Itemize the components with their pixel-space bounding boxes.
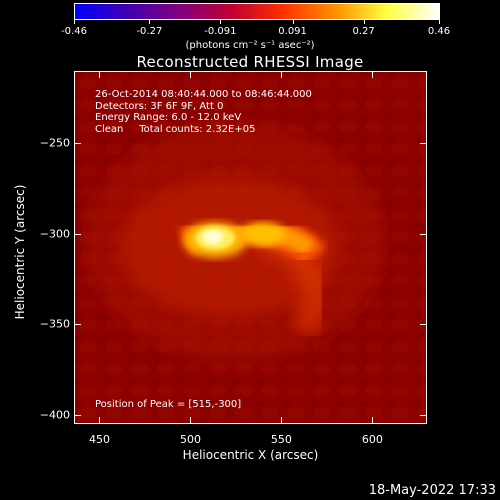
colorbar-tick-label: 0.46 [427,26,451,37]
clean-counts-text: Clean Total counts: 2.32E+05 [95,123,256,135]
x-tick [372,417,374,423]
colorbar-tick-label: -0.46 [61,26,87,37]
image-title: Reconstructed RHESSI Image [136,53,364,71]
x-tick-top [190,72,192,78]
energy-range-text: Energy Range: 6.0 - 12.0 keV [95,112,242,123]
colorbar-tick [292,19,294,24]
colorbar-tick-label: -0.27 [136,26,163,37]
x-tick-top [99,72,101,78]
colorbar-tick-label: 0.27 [352,26,375,37]
rhessi-image: 26-Oct-2014 08:40:44.000 to 08:46:44.000… [74,71,427,424]
colorbar-tick [74,19,75,24]
y-tick [75,324,81,326]
y-tick-right [420,233,426,235]
y-tick [75,233,81,235]
colorbar-tick [220,19,222,24]
x-tick-top [372,72,374,78]
detectors-text: Detectors: 3F 6F 9F, Att 0 [95,100,224,112]
colorbar-tick-label: 0.091 [278,26,307,37]
y-tick [75,143,81,145]
x-tick-label: 450 [88,433,110,446]
y-tick-label: −350 [39,317,70,331]
x-tick-label: 500 [179,433,201,446]
y-tick-label: −400 [39,408,70,422]
y-tick-right [420,143,426,145]
colorbar-units: (photons cm⁻² s⁻¹ asec⁻²) [185,40,315,51]
colorbar-tick-label: -0.091 [204,26,237,37]
colorbar [74,3,440,20]
x-tick-label: 550 [270,433,292,446]
x-axis-label: Heliocentric X (arcsec) [182,448,319,462]
y-tick-label: −250 [39,136,70,150]
colorbar-tick [149,19,151,24]
timestamp: 18-May-2022 17:33 [368,483,496,498]
peak-position-text: Position of Peak = [515,-300] [95,399,242,410]
x-tick [281,417,283,423]
flare-image [75,72,426,423]
x-tick [99,417,101,423]
y-tick-label: −300 [39,227,70,241]
colorbar-tick [439,19,440,24]
y-tick-right [420,414,426,416]
y-tick-right [420,324,426,326]
y-tick [75,414,81,416]
x-tick [190,417,192,423]
time-range-text: 26-Oct-2014 08:40:44.000 to 08:46:44.000 [95,89,312,100]
x-tick-top [281,72,283,78]
colorbar-tick [363,19,365,24]
y-axis-label: Heliocentric Y (arcsec) [13,184,27,320]
x-tick-label: 600 [361,433,383,446]
